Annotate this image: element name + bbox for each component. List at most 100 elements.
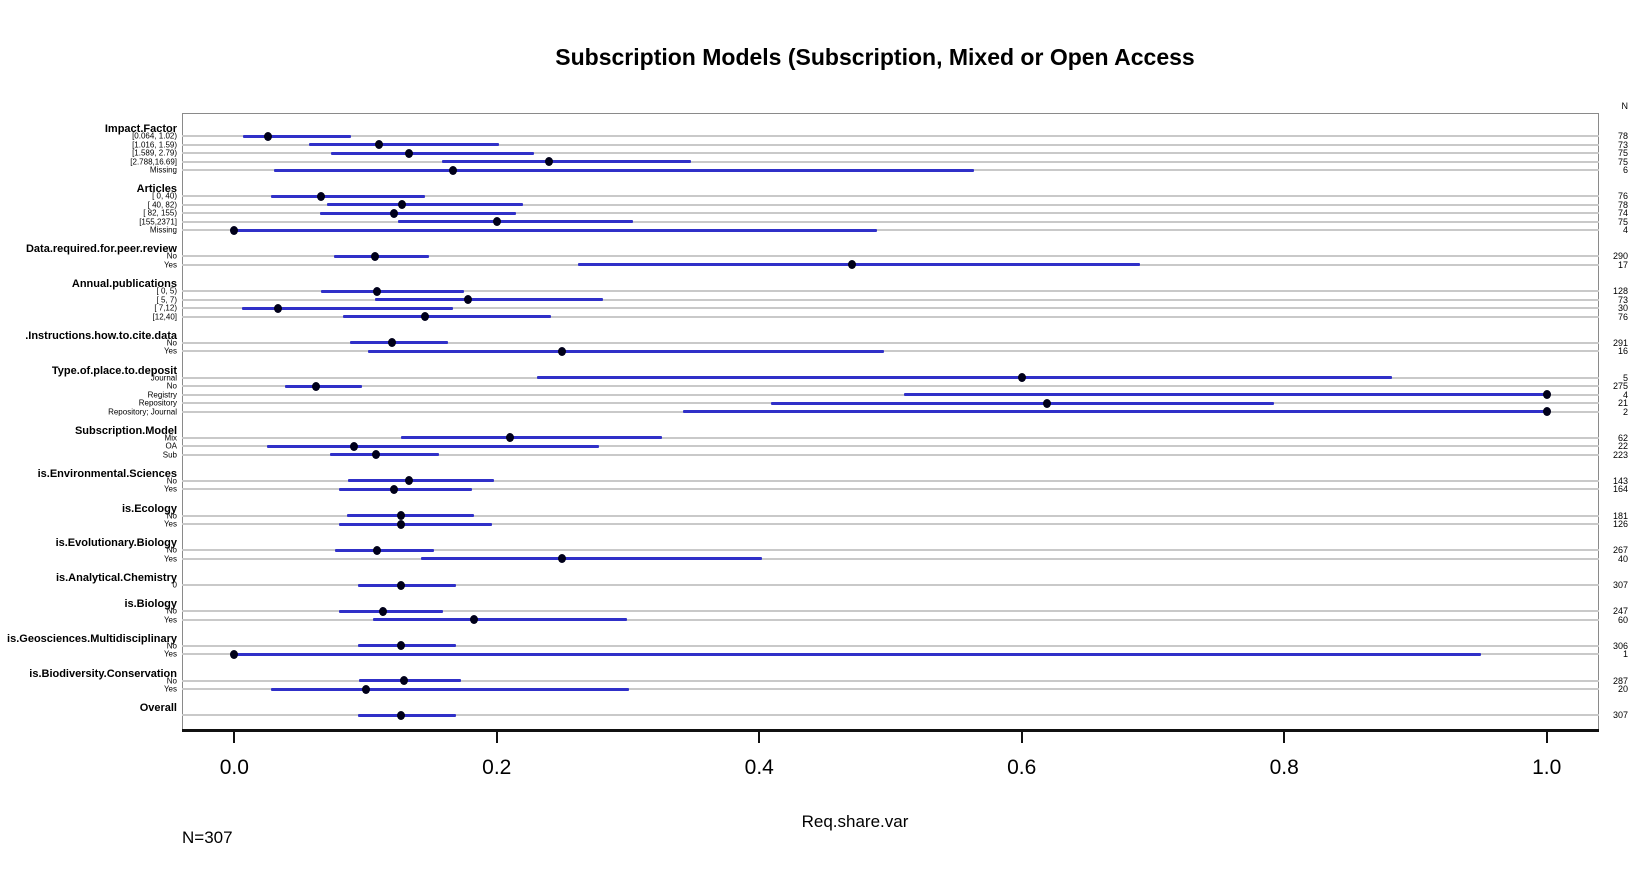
row-n-value: 291 xyxy=(1612,337,1628,348)
row-label: No xyxy=(166,676,177,686)
section-header: Subscription.Model xyxy=(74,424,177,437)
point-estimate-dot xyxy=(396,580,405,590)
x-axis-tick-label: 1.0 xyxy=(1532,756,1562,779)
section-header: is.Environmental.Sciences xyxy=(37,467,177,480)
point-estimate-dot xyxy=(372,450,381,460)
row-reference-line xyxy=(182,203,1599,206)
row-label: [ 0, 5) xyxy=(156,286,177,296)
total-n-footnote: N=307 xyxy=(182,828,233,847)
confidence-interval-line xyxy=(537,376,1392,379)
confidence-interval-line xyxy=(398,220,634,224)
point-estimate-dot xyxy=(230,225,239,235)
confidence-interval-line xyxy=(578,263,1140,267)
confidence-interval-line xyxy=(358,679,462,683)
section-header: Instructions.how.to.cite.data. xyxy=(25,329,177,342)
point-estimate-dot xyxy=(230,649,239,659)
x-axis-tick xyxy=(758,732,761,743)
plot-area-border xyxy=(182,113,1599,732)
row-label: Yes xyxy=(163,519,177,529)
chart-title: Subscription Models (Subscription, Mixed… xyxy=(555,44,1195,70)
point-estimate-dot xyxy=(398,200,407,210)
row-label: Yes xyxy=(163,649,177,659)
row-n-value: 275 xyxy=(1612,381,1628,391)
confidence-interval-line xyxy=(309,143,500,146)
point-estimate-dot xyxy=(373,286,382,296)
point-estimate-dot xyxy=(349,441,358,451)
section-header: is.Ecology xyxy=(121,502,177,515)
section-header: Impact.Factor xyxy=(104,123,177,135)
confidence-interval-line xyxy=(320,289,464,293)
row-label: [ 82, 155) xyxy=(143,208,177,218)
point-estimate-dot xyxy=(378,606,387,616)
row-reference-line xyxy=(182,341,1599,344)
confidence-interval-line xyxy=(373,618,627,622)
row-n-value: 21 xyxy=(1617,398,1628,408)
point-estimate-dot xyxy=(370,251,379,261)
row-reference-line xyxy=(182,220,1599,223)
x-axis-tick xyxy=(233,732,236,743)
point-estimate-dot xyxy=(1542,407,1551,416)
point-estimate-dot xyxy=(449,165,458,175)
row-reference-line xyxy=(182,644,1599,647)
x-axis-tick xyxy=(1283,732,1286,743)
row-n-value: 16 xyxy=(1617,346,1628,357)
confidence-interval-line xyxy=(374,298,604,302)
row-n-value: 75 xyxy=(1617,216,1628,227)
x-axis-tick xyxy=(495,732,498,743)
row-label: No xyxy=(166,545,177,555)
confidence-interval-line xyxy=(357,713,457,717)
row-reference-line xyxy=(182,255,1599,258)
confidence-interval-line xyxy=(339,609,443,613)
point-estimate-dot xyxy=(470,615,479,625)
section-header: is.Geosciences.Multidisciplinary xyxy=(7,632,177,645)
confidence-interval-line xyxy=(400,436,663,440)
section-header: Type.of.place.to.deposit xyxy=(51,364,177,377)
row-n-value: 75 xyxy=(1617,156,1628,167)
point-estimate-dot xyxy=(545,157,554,166)
row-label: Missing xyxy=(149,165,177,175)
row-n-value: 5 xyxy=(1622,372,1628,383)
row-reference-line xyxy=(182,610,1599,613)
row-label: Mix xyxy=(164,433,177,443)
row-label: Yes xyxy=(163,684,177,694)
row-reference-line xyxy=(182,290,1599,293)
row-reference-line xyxy=(182,393,1599,396)
confidence-interval-line xyxy=(347,514,475,518)
row-label: No xyxy=(166,606,177,616)
section-header: Overall xyxy=(139,702,177,715)
row-reference-line xyxy=(182,152,1599,154)
confidence-interval-line xyxy=(334,254,429,258)
point-estimate-dot xyxy=(848,260,857,270)
confidence-interval-line xyxy=(420,557,762,561)
x-axis-tick-label: 0.4 xyxy=(744,756,774,779)
x-axis-tick-label: 0.6 xyxy=(1007,756,1037,779)
point-estimate-dot xyxy=(316,191,325,201)
row-n-value: 126 xyxy=(1612,519,1628,530)
confidence-interval-line xyxy=(271,194,425,198)
point-estimate-dot xyxy=(390,208,399,218)
confidence-interval-line xyxy=(327,203,524,207)
confidence-interval-line xyxy=(319,211,517,215)
row-reference-line xyxy=(182,135,1599,137)
row-label: Missing xyxy=(149,225,177,235)
confidence-interval-line xyxy=(285,384,362,388)
row-label: No xyxy=(166,381,177,391)
x-axis-title: Req.share.var xyxy=(801,812,909,831)
point-estimate-dot xyxy=(361,684,370,694)
row-n-value: 75 xyxy=(1617,148,1628,158)
row-reference-line xyxy=(182,714,1599,717)
point-estimate-dot xyxy=(492,217,501,227)
row-label: [2.788,16.69] xyxy=(130,157,177,166)
row-label: [ 40, 82) xyxy=(147,200,177,210)
confidence-interval-line xyxy=(357,644,457,648)
point-estimate-dot xyxy=(558,346,567,356)
confidence-interval-line xyxy=(243,134,352,138)
section-header: is.Biology xyxy=(124,598,177,611)
row-n-value: 62 xyxy=(1617,432,1628,443)
row-label: No xyxy=(166,251,177,261)
section-header: Data.required.for.peer.review xyxy=(25,243,177,256)
point-estimate-dot xyxy=(1542,390,1551,399)
confidence-interval-line xyxy=(234,652,1482,656)
row-n-value: 223 xyxy=(1612,449,1628,460)
